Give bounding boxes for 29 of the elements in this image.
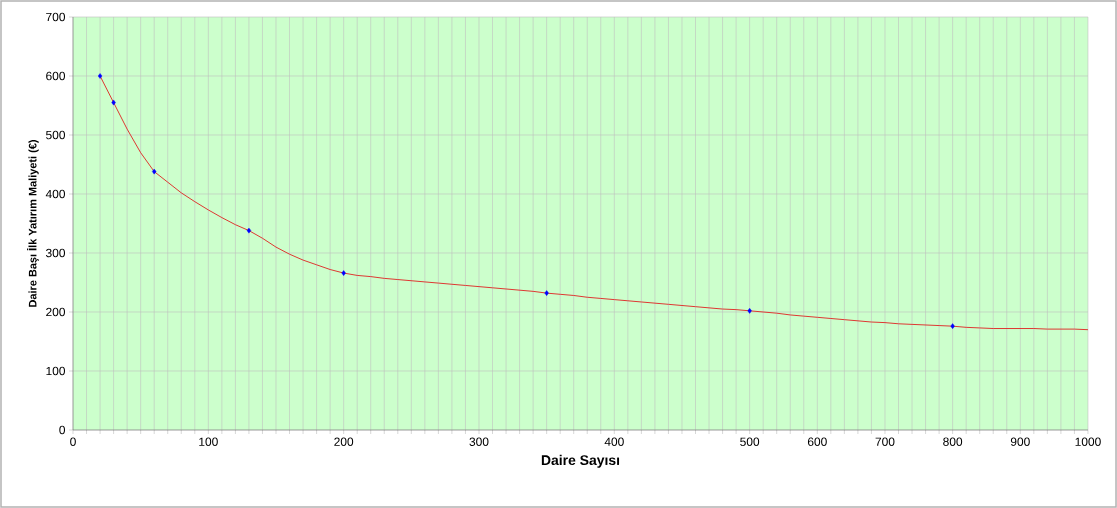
x-tick-label: 400 xyxy=(604,437,624,446)
y-tick-label: 300 xyxy=(45,248,66,258)
x-tick-label: 300 xyxy=(469,437,489,446)
point xyxy=(544,290,549,296)
x-tick-label: 500 xyxy=(740,437,760,446)
y-tick-label: 100 xyxy=(46,366,66,376)
point xyxy=(246,227,252,234)
x-tick-label: 900 xyxy=(1010,437,1030,446)
point xyxy=(747,308,752,314)
y-tick-label: 200 xyxy=(46,307,66,317)
x-tick-label: 1000 xyxy=(1075,437,1101,446)
y-tick-label: 600 xyxy=(46,71,66,81)
point xyxy=(111,99,116,106)
x-tick-label: 800 xyxy=(943,437,963,446)
y-tick-label: 0 xyxy=(59,425,66,435)
y-tick-label: 500 xyxy=(46,130,66,140)
point xyxy=(341,270,346,276)
x-axis-title: Daire Sayısı xyxy=(541,454,620,468)
x-tick-label: 600 xyxy=(807,437,827,446)
point xyxy=(97,73,103,79)
x-tick-label: 100 xyxy=(199,437,218,446)
x-tick-label: 0 xyxy=(70,437,76,446)
point xyxy=(152,168,157,175)
y-tick-label: 400 xyxy=(45,189,66,199)
x-tick-label: 700 xyxy=(875,437,895,446)
x-tick-label: 200 xyxy=(334,437,354,446)
y-axis-title: Daire Başı İlk Yatırım Maliyeti (€) xyxy=(27,140,39,307)
y-tick-label: 700 xyxy=(46,12,66,22)
point xyxy=(950,323,955,329)
